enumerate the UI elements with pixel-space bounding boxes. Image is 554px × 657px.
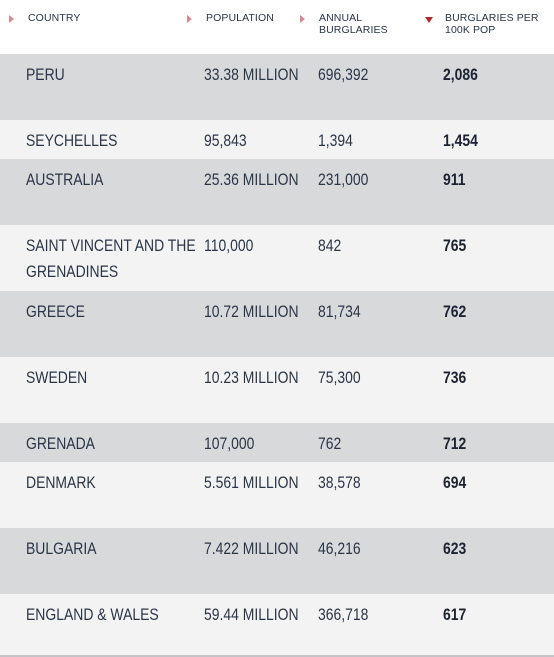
sort-arrow-icon[interactable] bbox=[300, 15, 305, 23]
table-row: PERU 33.38 MILLION 696,392 2,086 bbox=[0, 54, 554, 120]
cell-burglaries: 696,392 bbox=[318, 65, 369, 84]
cell-burglaries: 38,578 bbox=[318, 473, 361, 492]
cell-country: GRENADA bbox=[26, 434, 95, 453]
table-row: ENGLAND & WALES 59.44 MILLION 366,718 61… bbox=[0, 594, 554, 657]
cell-country: SEYCHELLES bbox=[26, 131, 118, 150]
cell-burglaries: 842 bbox=[318, 236, 342, 255]
cell-rate: 911 bbox=[443, 170, 466, 189]
cell-rate: 736 bbox=[443, 368, 467, 387]
cell-burglaries: 46,216 bbox=[318, 539, 361, 558]
cell-population: 33.38 MILLION bbox=[204, 65, 299, 84]
cell-population: 10.72 MILLION bbox=[204, 302, 299, 321]
cell-population: 5.561 MILLION bbox=[204, 473, 299, 492]
cell-rate: 2,086 bbox=[443, 65, 478, 84]
cell-population: 95,843 bbox=[204, 131, 247, 150]
cell-burglaries: 366,718 bbox=[318, 605, 369, 624]
column-header-population[interactable]: POPULATION bbox=[206, 12, 274, 24]
table-body: PERU 33.38 MILLION 696,392 2,086 SEYCHEL… bbox=[0, 54, 554, 657]
cell-rate: 762 bbox=[443, 302, 467, 321]
cell-country: GREECE bbox=[26, 302, 85, 321]
cell-country: SAINT VINCENT AND THE GRENADINES bbox=[26, 236, 196, 281]
cell-burglaries: 75,300 bbox=[318, 368, 361, 387]
table-row: AUSTRALIA 25.36 MILLION 231,000 911 bbox=[0, 159, 554, 225]
cell-population: 7.422 MILLION bbox=[204, 539, 299, 558]
table-row: SEYCHELLES 95,843 1,394 1,454 bbox=[0, 120, 554, 159]
cell-population: 25.36 MILLION bbox=[204, 170, 299, 189]
cell-country: ENGLAND & WALES bbox=[26, 605, 159, 624]
cell-burglaries: 1,394 bbox=[318, 131, 353, 150]
cell-rate: 617 bbox=[443, 605, 467, 624]
cell-population: 107,000 bbox=[204, 434, 255, 453]
column-header-burglaries-per-100k[interactable]: BURGLARIES PER 100K POP bbox=[445, 12, 539, 36]
sort-descending-icon[interactable] bbox=[425, 17, 433, 23]
cell-burglaries: 231,000 bbox=[318, 170, 369, 189]
table-bottom-border bbox=[0, 655, 554, 657]
column-header-country[interactable]: COUNTRY bbox=[28, 12, 81, 24]
cell-rate: 765 bbox=[443, 236, 467, 255]
table-row: GREECE 10.72 MILLION 81,734 762 bbox=[0, 291, 554, 357]
table-row: GRENADA 107,000 762 712 bbox=[0, 423, 554, 462]
cell-country: BULGARIA bbox=[26, 539, 97, 558]
cell-population: 59.44 MILLION bbox=[204, 605, 299, 624]
cell-rate: 623 bbox=[443, 539, 467, 558]
cell-rate: 712 bbox=[443, 434, 467, 453]
cell-population: 110,000 bbox=[204, 236, 254, 255]
cell-rate: 694 bbox=[443, 473, 467, 492]
sort-arrow-icon[interactable] bbox=[9, 15, 14, 23]
table-row: SAINT VINCENT AND THE GRENADINES 110,000… bbox=[0, 225, 554, 291]
cell-burglaries: 81,734 bbox=[318, 302, 361, 321]
cell-country: PERU bbox=[26, 65, 65, 84]
table-row: SWEDEN 10.23 MILLION 75,300 736 bbox=[0, 357, 554, 423]
cell-country: DENMARK bbox=[26, 473, 96, 492]
cell-country: SWEDEN bbox=[26, 368, 88, 387]
cell-population: 10.23 MILLION bbox=[204, 368, 299, 387]
cell-burglaries: 762 bbox=[318, 434, 342, 453]
table-row: BULGARIA 7.422 MILLION 46,216 623 bbox=[0, 528, 554, 594]
table-header: COUNTRY POPULATION ANNUAL BURGLARIES BUR… bbox=[0, 0, 554, 54]
sort-arrow-icon[interactable] bbox=[187, 15, 192, 23]
table-row: DENMARK 5.561 MILLION 38,578 694 bbox=[0, 462, 554, 528]
cell-rate: 1,454 bbox=[443, 131, 478, 150]
cell-country: AUSTRALIA bbox=[26, 170, 104, 189]
column-header-annual-burglaries[interactable]: ANNUAL BURGLARIES bbox=[319, 12, 388, 36]
